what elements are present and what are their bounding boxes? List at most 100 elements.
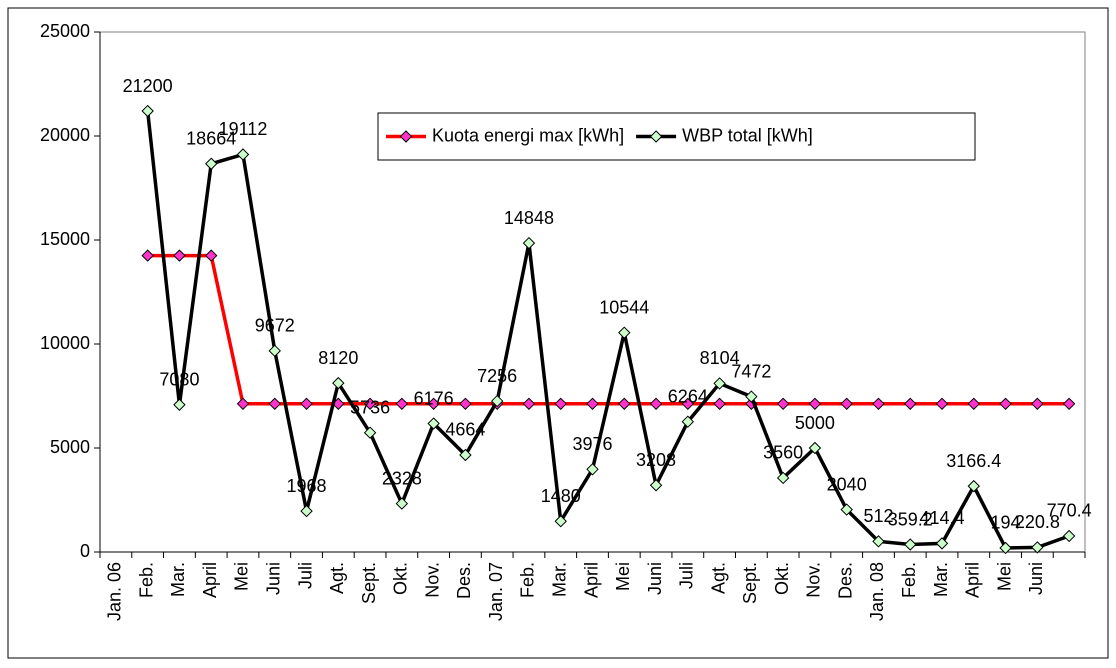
x-tick-label: April: [581, 562, 601, 598]
x-tick-label: April: [200, 562, 220, 598]
data-label: 7080: [159, 369, 199, 389]
marker: [554, 397, 567, 411]
marker: [935, 537, 949, 550]
marker: [1031, 397, 1044, 411]
marker: [236, 397, 250, 411]
marker: [205, 249, 218, 262]
marker: [776, 397, 790, 411]
marker: [300, 504, 313, 518]
marker: [618, 326, 631, 339]
marker: [268, 344, 281, 358]
data-label: 14848: [504, 208, 554, 228]
marker: [300, 397, 313, 411]
x-tick-label: Feb.: [518, 562, 538, 598]
x-tick-label: Des.: [454, 562, 474, 599]
marker: [872, 397, 885, 411]
marker: [395, 497, 409, 510]
x-tick-label: Mar.: [168, 562, 188, 597]
marker: [586, 463, 599, 476]
x-tick-label: Okt.: [772, 562, 792, 595]
marker: [904, 397, 917, 411]
data-label: 6264: [668, 386, 708, 406]
data-label: 7256: [477, 366, 517, 386]
marker: [713, 397, 726, 411]
marker: [332, 376, 345, 390]
data-label: 770.4: [1047, 501, 1092, 521]
data-label: 4664: [445, 420, 485, 440]
data-label: 5000: [795, 413, 835, 433]
data-label: 18664: [186, 129, 236, 149]
data-label: 8120: [318, 348, 358, 368]
x-tick-label: April: [963, 562, 983, 598]
marker: [745, 390, 758, 403]
data-label: 414.4: [919, 508, 964, 528]
data-label: 21200: [123, 76, 173, 96]
marker: [490, 394, 504, 408]
x-tick-label: Juli: [295, 562, 315, 589]
marker: [554, 515, 567, 528]
y-tick-label: 10000: [40, 333, 90, 353]
data-label: 3560: [763, 443, 803, 463]
data-label: 7472: [731, 361, 771, 381]
y-tick-label: 15000: [40, 229, 90, 249]
data-label: 5736: [350, 397, 390, 417]
marker: [173, 249, 186, 262]
x-tick-label: Mei: [613, 562, 633, 591]
x-tick-label: Juni: [645, 562, 665, 595]
marker: [649, 479, 663, 492]
legend-label: Kuota energi max [kWh]: [432, 125, 624, 145]
legend-marker: [649, 130, 663, 143]
y-tick-label: 25000: [40, 21, 90, 41]
legend-marker: [399, 130, 413, 143]
data-label: 1480: [541, 486, 581, 506]
marker: [1062, 397, 1076, 411]
data-label: 10544: [599, 297, 649, 317]
marker: [1031, 541, 1044, 554]
marker: [935, 397, 949, 411]
marker: [713, 377, 726, 390]
x-tick-label: Des.: [835, 562, 855, 599]
marker: [427, 397, 440, 411]
data-label: 9672: [255, 316, 295, 336]
legend: Kuota energi max [kWh] WBP total [kWh]: [377, 112, 976, 161]
marker: [205, 157, 218, 170]
marker: [427, 417, 440, 430]
x-tick-label: Juni: [1026, 562, 1046, 595]
marker: [681, 397, 695, 411]
marker: [872, 535, 885, 548]
marker: [649, 397, 663, 411]
x-tick-label: Jan. 07: [486, 562, 506, 621]
data-label: 512: [863, 506, 893, 526]
y-tick-label: 5000: [50, 437, 90, 457]
marker: [904, 538, 917, 551]
data-label: 194: [991, 513, 1021, 533]
data-label: 220.8: [1015, 512, 1060, 532]
marker: [840, 503, 853, 516]
marker: [522, 236, 536, 250]
legend-label: WBP total [kWh]: [682, 125, 813, 145]
marker: [681, 415, 695, 428]
data-label: 19112: [219, 119, 268, 139]
marker: [808, 441, 822, 455]
legend-box: [377, 112, 976, 161]
data-label: 3976: [572, 434, 612, 454]
data-label: 2328: [382, 468, 422, 488]
marker: [618, 397, 631, 411]
marker: [363, 426, 377, 439]
x-tick-label: Sept.: [740, 562, 760, 604]
data-label: 8104: [700, 348, 740, 368]
x-tick-label: Juli: [677, 562, 697, 589]
marker: [459, 397, 472, 411]
data-label: 3166.4: [946, 451, 1001, 471]
marker: [967, 479, 980, 493]
x-tick-label: Agt.: [327, 562, 347, 594]
x-tick-label: Feb.: [899, 562, 919, 598]
x-tick-label: Okt.: [391, 562, 411, 595]
marker: [999, 541, 1012, 555]
data-label: 6176: [414, 388, 454, 408]
marker: [967, 397, 980, 411]
data-label: 359.2: [888, 509, 933, 529]
marker: [141, 249, 154, 262]
marker: [141, 104, 154, 118]
